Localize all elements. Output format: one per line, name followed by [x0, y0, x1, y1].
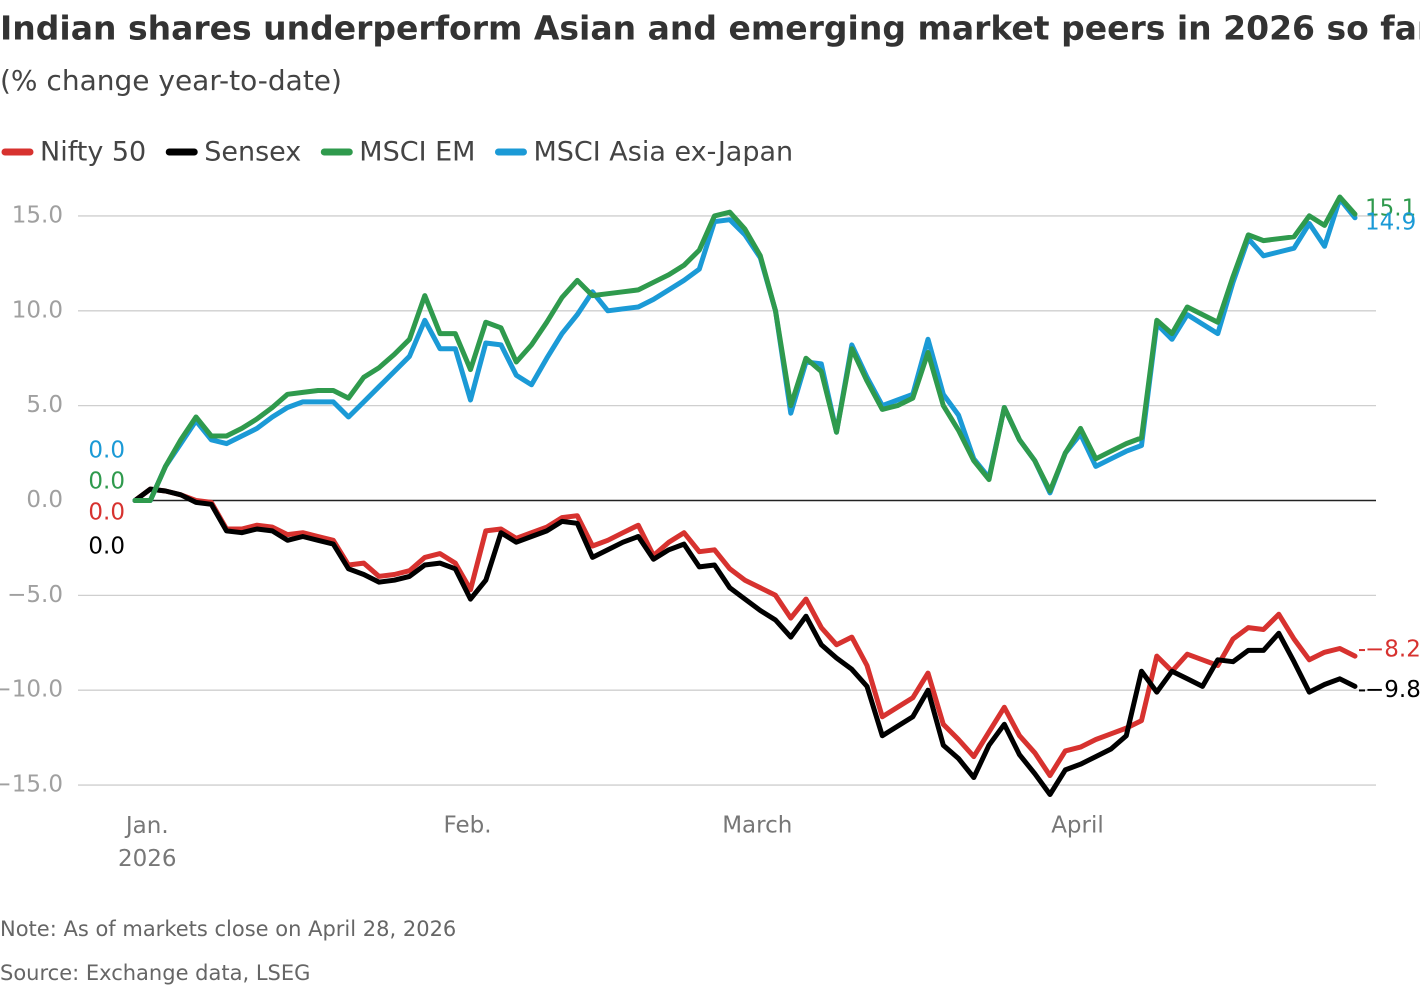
y-tick-label: −10.0: [0, 677, 63, 703]
value-label: 0.0: [88, 534, 125, 560]
source: Source: Exchange data, LSEG: [0, 961, 310, 985]
chart-title: Indian shares underperform Asian and eme…: [0, 9, 1420, 48]
value-label: −9.8: [1365, 677, 1420, 703]
series-line: [132, 194, 1358, 503]
x-tick-label: Feb.: [443, 813, 491, 839]
y-tick-label: −5.0: [7, 582, 63, 608]
value-label: 14.9: [1365, 209, 1416, 235]
legend-label: Nifty 50: [40, 137, 146, 168]
chart-subtitle: (% change year-to-date): [0, 64, 342, 97]
x-tick-label: March: [722, 813, 792, 839]
legend-label: Sensex: [204, 137, 301, 168]
value-label: 15.1: [1365, 196, 1416, 222]
value-label: −8.2: [1365, 637, 1420, 663]
value-label: 0.0: [88, 500, 125, 526]
value-label: 0.0: [88, 438, 125, 464]
series-line: [132, 486, 1358, 779]
x-tick-label: April: [1051, 813, 1104, 839]
y-tick-label: 10.0: [12, 297, 63, 323]
y-tick-label: 0.0: [26, 487, 63, 513]
y-tick-label: 15.0: [12, 202, 63, 228]
legend-label: MSCI EM: [359, 137, 475, 168]
value-label: 0.0: [88, 469, 125, 495]
series-line: [132, 196, 1358, 503]
series-line: [132, 486, 1358, 797]
y-tick-label: 5.0: [26, 392, 63, 418]
legend-label: MSCI Asia ex-Japan: [533, 137, 793, 168]
x-tick-label: Jan. 2026: [118, 813, 177, 872]
y-tick-label: −15.0: [0, 772, 63, 798]
note: Note: As of markets close on April 28, 2…: [0, 917, 456, 941]
